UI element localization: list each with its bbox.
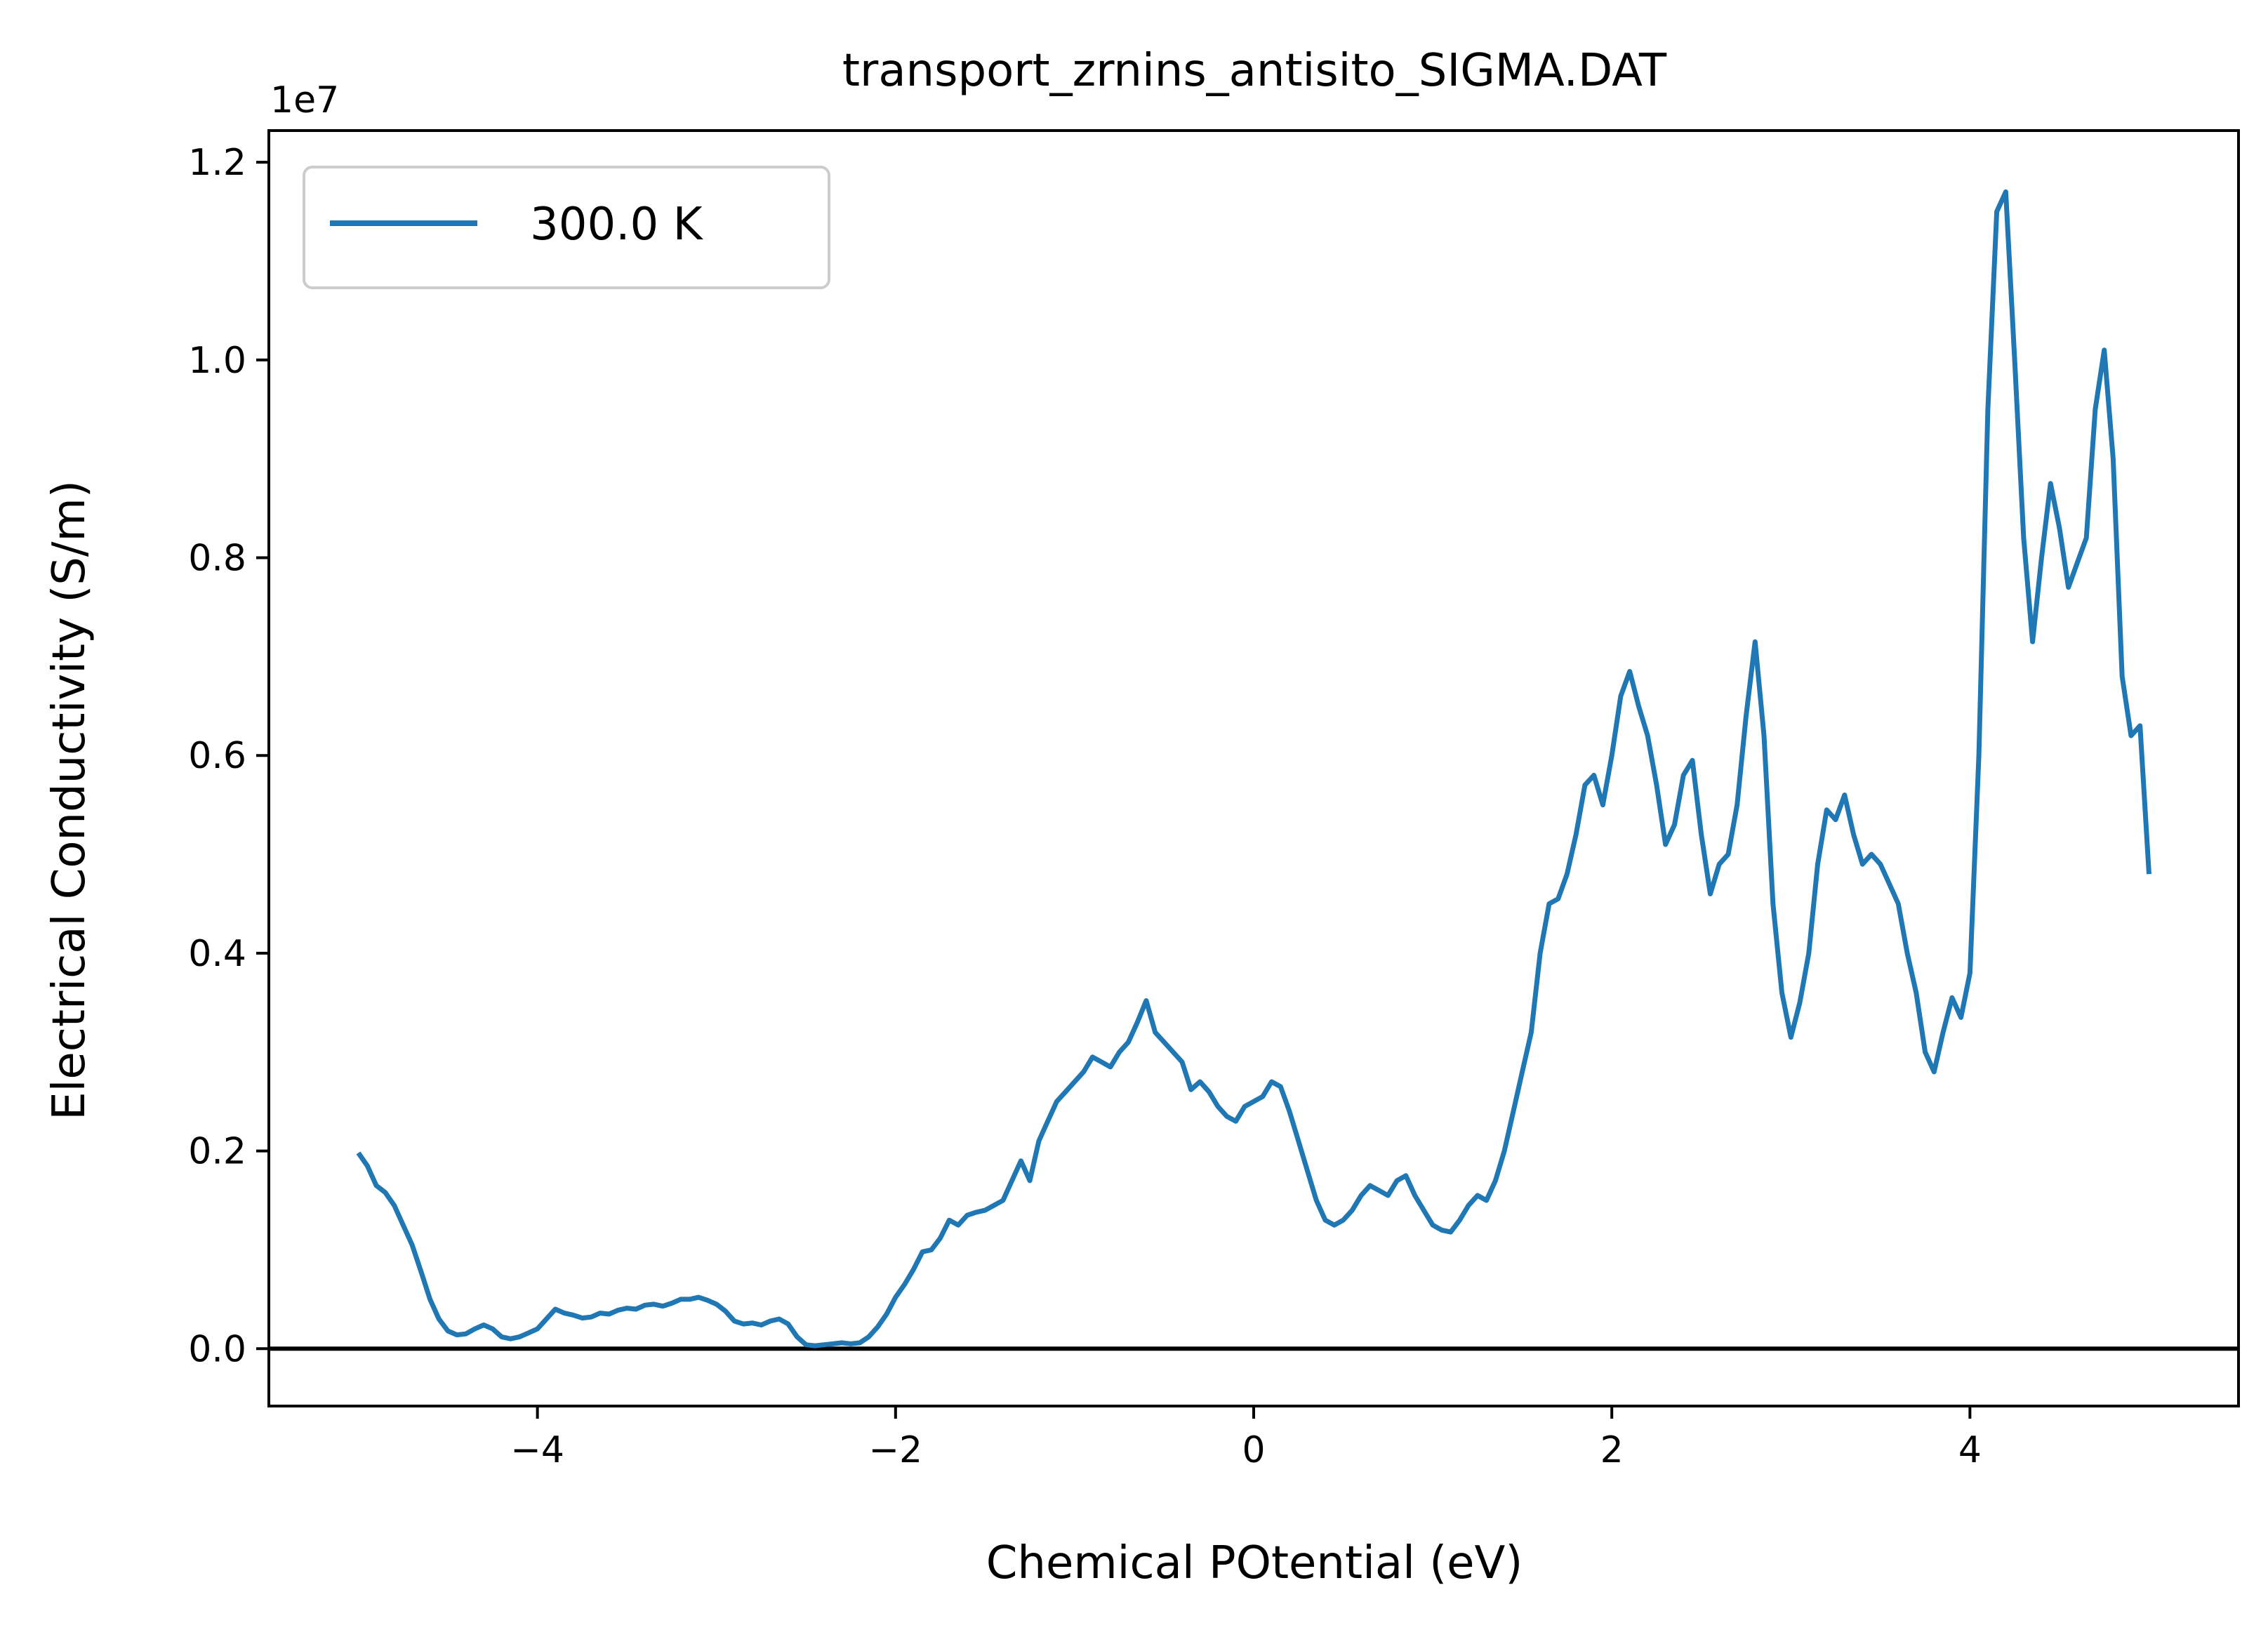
- y-tick-label: 0.2: [188, 1131, 246, 1173]
- x-tick-label: 4: [1958, 1429, 1982, 1471]
- y-tick-label: 0.0: [188, 1328, 246, 1370]
- plot-frame: [267, 129, 2240, 1407]
- x-tick-label: 2: [1600, 1429, 1624, 1471]
- legend: 300.0 K: [303, 166, 830, 289]
- chart-title: transport_zrnins_antisito_SIGMA.DAT: [842, 45, 1667, 97]
- x-tick-label: 0: [1242, 1429, 1265, 1471]
- x-axis-label: Chemical POtential (eV): [986, 1537, 1523, 1589]
- y-axis-ticks: 0.0 0.2 0.4 0.6 0.8 1.0 1.2: [188, 142, 269, 1370]
- y-tick-label: 0.4: [188, 933, 246, 975]
- x-tick-label: −4: [510, 1429, 564, 1471]
- y-offset-label: 1e7: [270, 79, 339, 121]
- y-tick-label: 1.2: [188, 142, 246, 184]
- x-tick-label: −2: [868, 1429, 922, 1471]
- y-axis-label: Electrical Conductivity (S/m): [44, 480, 95, 1120]
- plot-area: [269, 189, 2239, 1351]
- legend-label-series-300K: 300.0 K: [530, 199, 704, 251]
- x-axis-ticks: −4 −2 0 2 4: [510, 1406, 1982, 1471]
- y-tick-label: 1.0: [188, 340, 246, 382]
- series-line-0: [356, 189, 2151, 1348]
- y-tick-label: 0.8: [188, 537, 246, 579]
- legend-box: [303, 166, 830, 289]
- y-tick-label: 0.6: [188, 735, 246, 777]
